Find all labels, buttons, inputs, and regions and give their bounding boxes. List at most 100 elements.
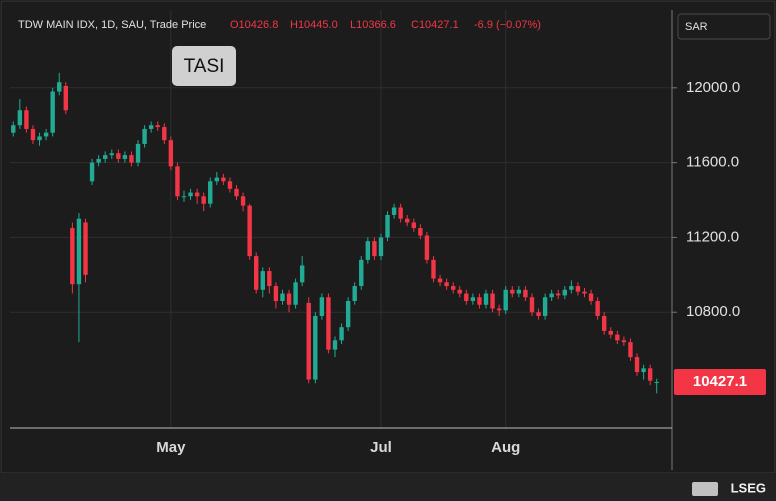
candle-body [254, 256, 259, 290]
badge-label: TASI [184, 56, 225, 77]
candle-body [444, 282, 449, 287]
candle-body [24, 110, 29, 129]
candle-body [641, 368, 646, 373]
candle-body [37, 136, 42, 141]
candle-body [634, 357, 640, 373]
candle-body [326, 297, 331, 350]
candles [11, 72, 659, 394]
candle-body [306, 302, 311, 380]
ohlc-change: -6.9 (−0.07%) [474, 19, 541, 31]
candle-body [155, 125, 160, 128]
candle-body [168, 140, 174, 167]
candle-body [588, 293, 594, 302]
candle-body [608, 330, 613, 335]
x-tick-label: Jul [370, 439, 392, 456]
candle-body [483, 293, 489, 305]
candle-body [103, 155, 108, 159]
candle-body [503, 289, 508, 311]
candle-body [621, 340, 627, 343]
candle-body [470, 297, 476, 302]
candle-body [542, 297, 548, 316]
x-tick-label: May [156, 439, 186, 456]
candle-body [148, 125, 154, 129]
candle-body [516, 289, 522, 294]
currency-button[interactable] [677, 13, 771, 40]
last-price-label: 10427.1 [693, 373, 747, 390]
candle-body [418, 228, 423, 236]
candle-body [615, 334, 620, 341]
ohlc-high: H10445.0 [290, 19, 338, 31]
footer-bar [0, 474, 776, 501]
badge-box [172, 46, 236, 86]
candle-body [523, 289, 528, 298]
currency-label[interactable]: SAR [685, 21, 708, 33]
candle-body [122, 155, 128, 159]
candle-body [431, 259, 436, 279]
candle-body [385, 214, 390, 238]
y-tick-label: 12000.0 [686, 79, 740, 96]
brand: LSEG [731, 480, 766, 495]
candle-body [378, 237, 384, 257]
candle-body [280, 293, 285, 302]
candle-body [595, 301, 600, 316]
candle-body [299, 265, 305, 283]
candle-body [437, 278, 443, 283]
candle-body [391, 207, 397, 215]
candle-body [345, 301, 351, 328]
candle-body [142, 128, 147, 144]
candle-body [162, 127, 167, 141]
candle-body [582, 291, 587, 294]
candle-body [536, 312, 541, 316]
candle-body [201, 196, 206, 204]
grid [10, 10, 672, 428]
candle-body [477, 297, 482, 305]
candle-body [214, 177, 220, 182]
candle-body [654, 381, 659, 383]
brand-logo [692, 482, 718, 496]
candle-body [273, 286, 279, 302]
candle-body [359, 259, 364, 287]
candle-body [57, 82, 62, 92]
candle-body [286, 293, 292, 305]
ohlc-close: C10427.1 [411, 19, 459, 31]
candle-body [116, 153, 121, 159]
candle-body [365, 241, 371, 260]
candle-body [450, 286, 456, 290]
ohlc-low: L10366.6 [350, 19, 396, 31]
x-tick-label: Aug [491, 439, 520, 456]
candle-body [510, 289, 515, 294]
candle-body [96, 158, 101, 163]
candle-body [496, 308, 502, 311]
candle-body [490, 293, 495, 309]
candle-body [175, 166, 180, 197]
candle-body [43, 132, 49, 137]
candle-body [17, 110, 23, 126]
candle-body [319, 297, 325, 316]
candle-body [83, 222, 88, 275]
candle-body [129, 155, 134, 163]
candle-body [208, 181, 213, 204]
candle-body [267, 271, 272, 287]
y-tick-label: 10800.0 [686, 303, 740, 320]
last-price-box [674, 368, 766, 395]
candle-body [313, 315, 318, 380]
ohlc-open: O10426.8 [230, 19, 278, 31]
candle-body [352, 286, 357, 302]
candle-body [63, 85, 69, 111]
candle-body [464, 293, 469, 302]
candle-body [411, 222, 416, 229]
y-tick-label: 11600.0 [686, 154, 739, 171]
candle-body [234, 188, 239, 197]
candle-body [647, 368, 653, 381]
candle-body [240, 196, 246, 206]
candle-body [372, 241, 377, 257]
candle-body [247, 205, 252, 257]
candle-body [562, 289, 567, 296]
candle-body [109, 153, 114, 156]
y-tick-label: 11200.0 [686, 228, 739, 245]
candle-body [556, 293, 561, 296]
candle-body [529, 297, 535, 313]
candle-body [628, 342, 633, 358]
candle-body [293, 282, 298, 305]
